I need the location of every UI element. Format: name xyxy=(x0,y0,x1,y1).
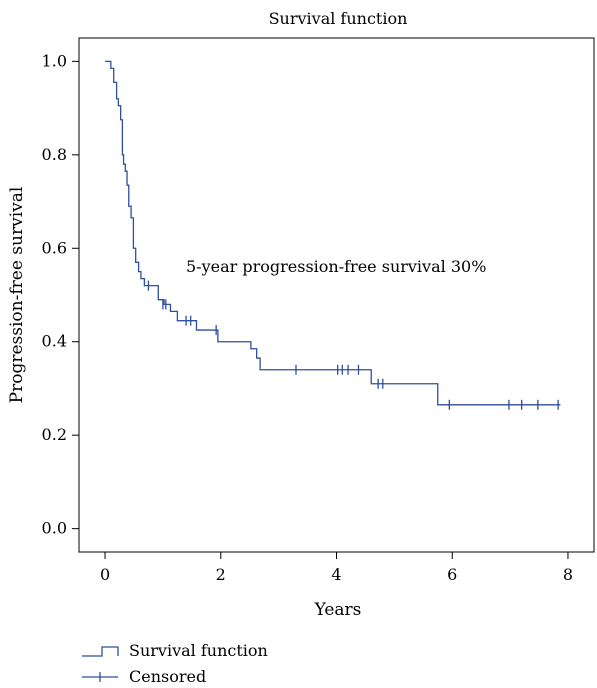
legend: Survival function Censored xyxy=(82,641,268,686)
legend-censor-icon xyxy=(82,672,118,682)
y-tick-label: 0.0 xyxy=(42,519,67,538)
plot-frame xyxy=(78,37,595,553)
x-tick-label: 8 xyxy=(563,565,573,584)
x-tick-label: 0 xyxy=(100,565,110,584)
legend-label-censored: Censored xyxy=(129,667,206,686)
chart-title: Survival function xyxy=(269,9,408,28)
legend-label-survival: Survival function xyxy=(129,641,268,660)
y-tick-label: 0.6 xyxy=(42,238,67,257)
x-tick-label: 2 xyxy=(216,565,226,584)
y-tick-label: 0.2 xyxy=(42,425,67,444)
x-tick-label: 6 xyxy=(447,565,457,584)
y-axis: 0.0 0.2 0.4 0.6 0.8 1.0 xyxy=(42,51,79,538)
series-layer xyxy=(105,60,561,410)
survival-step-line xyxy=(105,60,561,406)
legend-step-icon xyxy=(82,646,119,657)
annotation-text: 5-year progression-free survival 30% xyxy=(186,257,486,276)
x-axis: 0 2 4 6 8 xyxy=(100,552,573,584)
y-axis-label: Progression-free survival xyxy=(7,187,27,404)
y-tick-label: 0.4 xyxy=(42,332,67,351)
y-tick-label: 0.8 xyxy=(42,145,67,164)
x-tick-label: 4 xyxy=(331,565,341,584)
legend-step-glyph xyxy=(82,646,119,657)
y-tick-label: 1.0 xyxy=(42,51,67,70)
x-axis-label: Years xyxy=(314,600,362,620)
